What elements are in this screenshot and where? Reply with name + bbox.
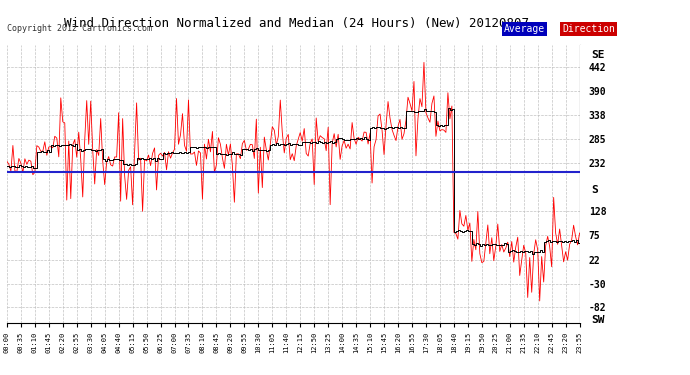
Text: Average: Average [504, 24, 545, 34]
Text: Direction: Direction [562, 24, 615, 34]
Text: Wind Direction Normalized and Median (24 Hours) (New) 20120807: Wind Direction Normalized and Median (24… [64, 17, 529, 30]
Text: Copyright 2012 Cartronics.com: Copyright 2012 Cartronics.com [7, 24, 152, 33]
